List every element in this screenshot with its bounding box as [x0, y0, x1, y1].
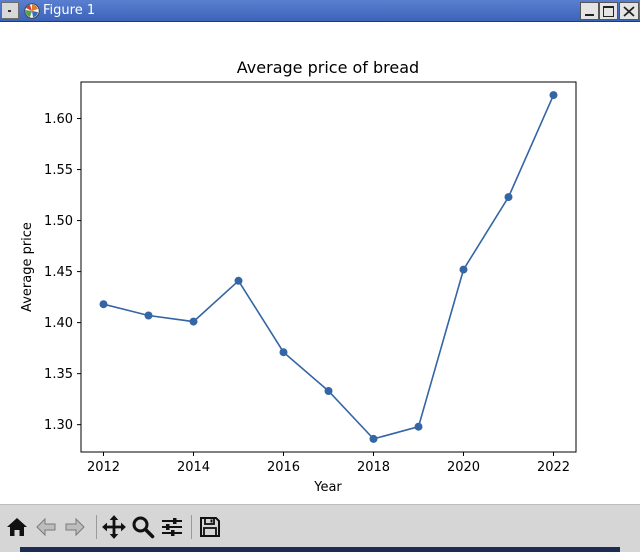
back-arrow-icon	[36, 517, 56, 537]
data-point	[369, 434, 378, 443]
y-axis: 1.30 1.35 1.40 1.45 1.50 1.55 1.60	[44, 112, 81, 433]
back-button[interactable]	[32, 513, 60, 541]
data-point	[414, 422, 423, 431]
data-point	[324, 387, 333, 395]
window-titlebar: Figure 1	[0, 0, 640, 22]
y-tick-label: 1.55	[44, 163, 73, 178]
pan-icon	[102, 515, 126, 539]
x-tick-label: 2014	[177, 460, 210, 475]
chart-title: Average price of bread	[237, 58, 419, 77]
data-point	[549, 91, 558, 100]
close-icon	[623, 6, 635, 17]
y-axis-label: Average price	[20, 222, 35, 312]
minimize-button[interactable]	[580, 2, 599, 20]
x-tick-label: 2016	[267, 460, 300, 475]
window-title: Figure 1	[43, 3, 96, 18]
x-axis-label: Year	[313, 480, 342, 495]
data-point	[504, 193, 513, 202]
save-button[interactable]	[196, 513, 224, 541]
toolbar-separator	[191, 515, 192, 539]
window-bottom-edge	[20, 547, 620, 552]
x-tick-label: 2018	[357, 460, 390, 475]
sliders-icon	[162, 518, 182, 536]
zoom-button[interactable]	[129, 513, 157, 541]
matplotlib-logo-icon	[24, 3, 40, 19]
maximize-button[interactable]	[599, 2, 618, 20]
x-axis: 2012 2014 2016 2018 2020 2022	[87, 452, 570, 475]
x-tick-label: 2012	[87, 460, 120, 475]
x-tick-label: 2020	[447, 460, 480, 475]
y-tick-label: 1.35	[44, 367, 73, 382]
close-button[interactable]	[619, 2, 639, 20]
plot-area	[80, 81, 577, 453]
toolbar-separator	[96, 515, 97, 539]
data-point	[279, 348, 288, 357]
data-point	[459, 265, 468, 274]
forward-button[interactable]	[61, 513, 89, 541]
zoom-icon	[132, 516, 155, 539]
home-button[interactable]	[3, 513, 31, 541]
home-icon	[7, 518, 27, 536]
navigation-toolbar	[0, 504, 640, 552]
y-tick-label: 1.45	[44, 265, 73, 280]
forward-arrow-icon	[65, 517, 85, 537]
configure-subplots-button[interactable]	[158, 513, 186, 541]
data-point	[144, 311, 153, 320]
data-point	[189, 317, 198, 326]
window-menu-button[interactable]	[1, 2, 19, 19]
data-point	[234, 276, 243, 285]
y-tick-label: 1.50	[44, 214, 73, 229]
x-tick-label: 2022	[537, 460, 570, 475]
figure-canvas[interactable]: Average price of bread 1.30 1.35 1.40 1.45 1…	[0, 22, 640, 504]
y-tick-label: 1.60	[44, 112, 73, 127]
line-chart: Average price of bread 1.301.351.401.451…	[20, 58, 577, 495]
y-tick-label: 1.30	[44, 418, 73, 433]
y-tick-label: 1.40	[44, 316, 73, 331]
save-icon	[200, 517, 220, 537]
data-point	[99, 300, 108, 309]
pan-button[interactable]	[100, 513, 128, 541]
series-points	[99, 91, 558, 443]
